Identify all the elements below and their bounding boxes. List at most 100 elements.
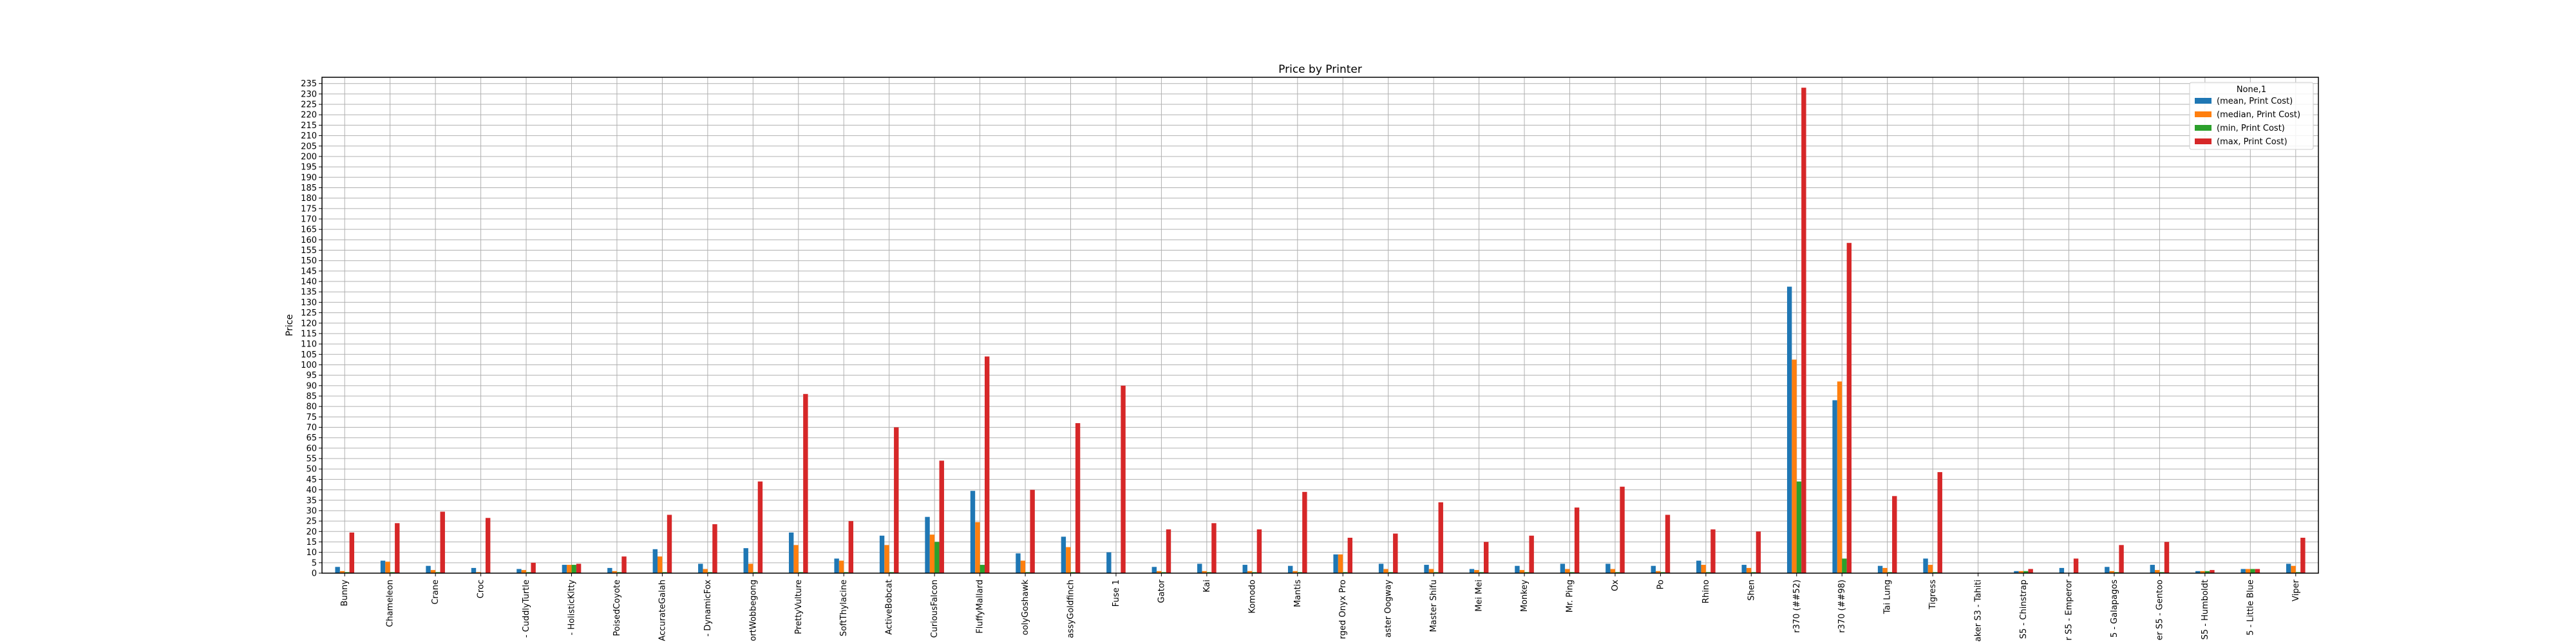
bar [1529, 535, 1534, 573]
bar [2164, 542, 2170, 573]
bar [662, 572, 667, 573]
bar [2300, 538, 2306, 573]
x-tick-label: PrettyVulture [794, 580, 804, 634]
bar [390, 572, 395, 573]
bar [2109, 571, 2114, 573]
bar [793, 545, 799, 573]
bar [1796, 481, 1802, 573]
bar [2028, 569, 2033, 573]
bar [1656, 571, 1661, 573]
bar [1923, 558, 1928, 573]
bar [1832, 400, 1837, 573]
y-tick-label: 145 [301, 267, 317, 276]
bar [884, 545, 889, 573]
bar [339, 571, 345, 573]
bar [1469, 569, 1475, 573]
bar [658, 556, 663, 573]
bar [1710, 529, 1716, 573]
bar [607, 567, 612, 573]
y-tick-label: 135 [301, 288, 317, 298]
y-tick-label: 200 [301, 152, 317, 162]
x-tick-label: Viper [2291, 579, 2301, 601]
y-tick-label: 225 [301, 100, 317, 110]
y-tick-label: 180 [301, 194, 317, 204]
y-tick-label: 25 [306, 517, 317, 527]
bar [1651, 565, 1656, 573]
x-tick-label: 5 - Little Blue [2246, 580, 2255, 636]
x-tick-label: assyGoldfinch [1066, 580, 1076, 638]
bar [612, 571, 617, 573]
legend-swatch [2195, 125, 2211, 131]
bar [2114, 572, 2119, 573]
bar [516, 569, 522, 573]
y-tick-label: 80 [306, 402, 317, 412]
bar [984, 356, 990, 573]
chart-title: Price by Printer [1278, 63, 1362, 76]
bar [788, 532, 794, 573]
bar [1333, 554, 1338, 573]
bar [1524, 572, 1530, 573]
bar [1792, 359, 1797, 573]
bar [430, 570, 436, 573]
y-tick-label: 90 [306, 381, 317, 391]
bar [1061, 536, 1066, 573]
bar [1887, 572, 1893, 573]
bar [2195, 571, 2201, 573]
x-tick-label: Komodo [1247, 580, 1257, 614]
y-tick-label: 170 [301, 215, 317, 225]
y-tick-label: 105 [301, 350, 317, 360]
bar [1157, 571, 1162, 573]
bar [748, 564, 753, 573]
bar [1746, 567, 1752, 573]
y-tick-label: 75 [306, 413, 317, 422]
bar [1701, 565, 1706, 573]
bar [2204, 571, 2210, 573]
y-tick-label: 190 [301, 173, 317, 183]
bar [844, 572, 849, 573]
legend-swatch [2195, 111, 2211, 117]
bar [2059, 567, 2065, 573]
y-tick-label: 230 [301, 90, 317, 99]
grid-lines [322, 77, 2318, 574]
bar [1424, 565, 1429, 573]
y-tick-label: 50 [306, 465, 317, 475]
bar [526, 572, 531, 573]
legend-label: (max, Print Cost) [2217, 137, 2287, 147]
bar [838, 560, 844, 573]
bar [1560, 564, 1566, 573]
bar [345, 572, 350, 573]
bar [1297, 572, 1303, 573]
y-tick-label: 205 [301, 142, 317, 151]
bar [1574, 507, 1580, 573]
bar [707, 572, 713, 573]
bar [1937, 472, 1942, 573]
x-tick-label: Crane [431, 580, 440, 605]
bar [934, 542, 940, 573]
bar [2023, 571, 2029, 573]
x-tick-label: er S5 - Gentoo [2155, 580, 2164, 640]
bar [1388, 572, 1394, 573]
y-tick-label: 85 [306, 392, 317, 402]
y-tick-label: 30 [306, 506, 317, 516]
x-tick-label: CuriousFalcon [930, 580, 940, 638]
x-tick-label: Tai Lung [1883, 580, 1893, 614]
bar [975, 522, 980, 573]
bar [1615, 572, 1620, 573]
bar [2014, 571, 2019, 573]
bar [2255, 569, 2260, 573]
bar [712, 524, 717, 573]
y-tick-label: 20 [306, 527, 317, 537]
bar [2240, 569, 2246, 573]
x-tick-label: Kai [1202, 580, 1212, 592]
bar [703, 569, 708, 573]
bar [1801, 88, 1806, 574]
bar [1892, 496, 1897, 573]
bar [531, 562, 536, 573]
bar [1211, 523, 1217, 573]
bar [471, 567, 477, 573]
bar [1202, 571, 1207, 573]
bar [1741, 565, 1747, 573]
bar [970, 491, 976, 573]
x-tick-label: ActiveBobcat [885, 580, 895, 635]
y-tick-label: 110 [301, 340, 317, 350]
